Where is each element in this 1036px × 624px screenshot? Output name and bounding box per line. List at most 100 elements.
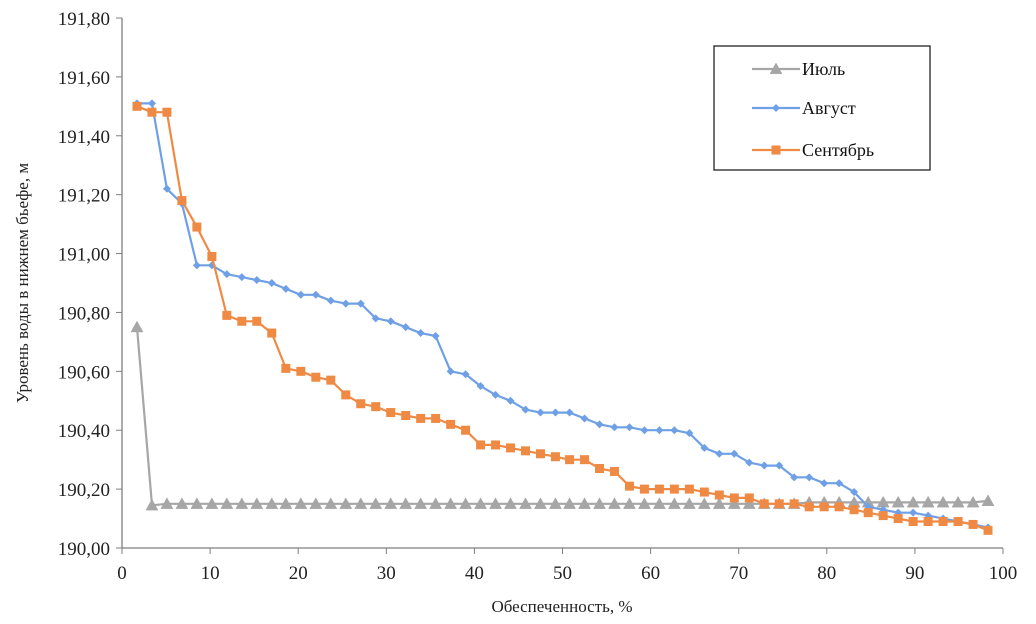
data-point-july xyxy=(951,495,965,508)
data-point-july xyxy=(489,497,502,509)
data-point-september xyxy=(252,316,262,326)
data-point-july xyxy=(966,495,980,508)
data-point-august xyxy=(536,408,545,417)
data-point-august xyxy=(356,299,365,308)
data-point-august xyxy=(835,479,844,488)
data-point-july xyxy=(921,495,935,508)
data-point-july xyxy=(309,497,323,509)
data-point-august xyxy=(506,396,515,405)
data-point-august xyxy=(670,426,679,435)
series-layer xyxy=(130,99,995,535)
data-point-august xyxy=(461,370,470,379)
y-tick-label: 190,00 xyxy=(58,539,110,560)
data-point-july xyxy=(549,497,562,509)
y-tick-label: 191,20 xyxy=(58,186,110,207)
data-point-july xyxy=(712,497,726,509)
data-point-july xyxy=(354,497,368,509)
data-point-august xyxy=(775,461,784,470)
series-line-september xyxy=(136,105,989,532)
data-point-july xyxy=(936,495,950,508)
data-point-august xyxy=(521,405,530,414)
data-point-july xyxy=(623,497,636,509)
data-point-july xyxy=(727,497,741,509)
legend-marker-july xyxy=(769,62,783,75)
data-point-july xyxy=(175,497,189,509)
data-point-september xyxy=(520,446,530,456)
data-point-september xyxy=(968,519,978,529)
data-point-september xyxy=(491,440,501,450)
data-point-september xyxy=(461,425,471,435)
data-point-august xyxy=(610,423,619,432)
data-point-september xyxy=(267,328,277,338)
x-tick-label: 70 xyxy=(729,563,748,584)
data-point-august xyxy=(625,423,634,432)
data-point-august xyxy=(580,414,589,423)
data-point-august xyxy=(820,479,829,488)
data-point-july xyxy=(578,497,591,509)
data-point-september xyxy=(849,505,859,515)
y-tick-label: 190,80 xyxy=(58,303,110,324)
data-point-august xyxy=(281,284,290,293)
data-point-august xyxy=(371,314,380,323)
data-point-july xyxy=(519,497,532,509)
data-point-september xyxy=(162,107,172,117)
series-line-july xyxy=(135,327,989,507)
data-point-september xyxy=(401,411,411,420)
data-point-september xyxy=(938,517,948,526)
data-point-july xyxy=(130,320,144,333)
data-point-september xyxy=(759,499,769,509)
y-tick-label: 190,40 xyxy=(58,421,110,442)
series-line-august xyxy=(137,102,989,529)
data-point-september xyxy=(624,481,634,491)
data-point-august xyxy=(760,461,769,470)
data-point-september xyxy=(550,452,560,462)
data-point-september xyxy=(654,484,664,494)
y-tick-label: 190,60 xyxy=(58,362,110,383)
data-point-july xyxy=(339,497,353,509)
data-point-july xyxy=(638,497,651,509)
data-point-september xyxy=(834,502,844,512)
data-point-july xyxy=(294,497,308,509)
x-tick-label: 100 xyxy=(989,563,1018,584)
legend-item-july: Июль xyxy=(752,59,845,79)
data-point-august xyxy=(909,508,918,517)
x-tick-label: 90 xyxy=(905,563,924,584)
data-point-july xyxy=(414,497,428,509)
data-point-september xyxy=(893,514,903,524)
data-point-september xyxy=(535,449,545,459)
x-tick-label: 80 xyxy=(817,563,836,584)
legend-box xyxy=(713,45,931,171)
data-point-september xyxy=(177,196,187,206)
data-point-july xyxy=(369,497,383,509)
data-point-july xyxy=(563,497,576,509)
data-point-august xyxy=(730,449,739,458)
data-point-july xyxy=(160,497,174,509)
data-point-august xyxy=(700,443,709,452)
legend-label-august: Август xyxy=(802,98,856,118)
data-point-july xyxy=(697,497,711,509)
y-tick-label: 191,00 xyxy=(58,245,110,266)
legend-item-august: Август xyxy=(752,98,856,118)
data-point-august xyxy=(341,299,350,308)
data-point-july xyxy=(459,497,473,509)
y-tick-label: 191,80 xyxy=(58,9,110,30)
data-point-august xyxy=(431,332,440,340)
data-point-july xyxy=(474,497,487,509)
data-point-september xyxy=(729,493,739,503)
data-point-september xyxy=(714,490,724,500)
x-tick-label: 40 xyxy=(465,563,484,584)
data-point-september xyxy=(237,316,247,326)
legend-item-september: Сентябрь xyxy=(752,140,874,160)
data-point-august xyxy=(551,408,560,417)
data-point-august xyxy=(715,449,724,458)
data-point-september xyxy=(207,252,217,261)
data-point-july xyxy=(534,497,547,509)
data-point-july xyxy=(145,498,159,511)
data-point-september xyxy=(863,508,873,518)
legend: Июль Август Сентябрь xyxy=(713,45,931,171)
data-point-july xyxy=(384,497,398,509)
data-point-september xyxy=(476,440,486,450)
data-point-september xyxy=(311,372,321,382)
